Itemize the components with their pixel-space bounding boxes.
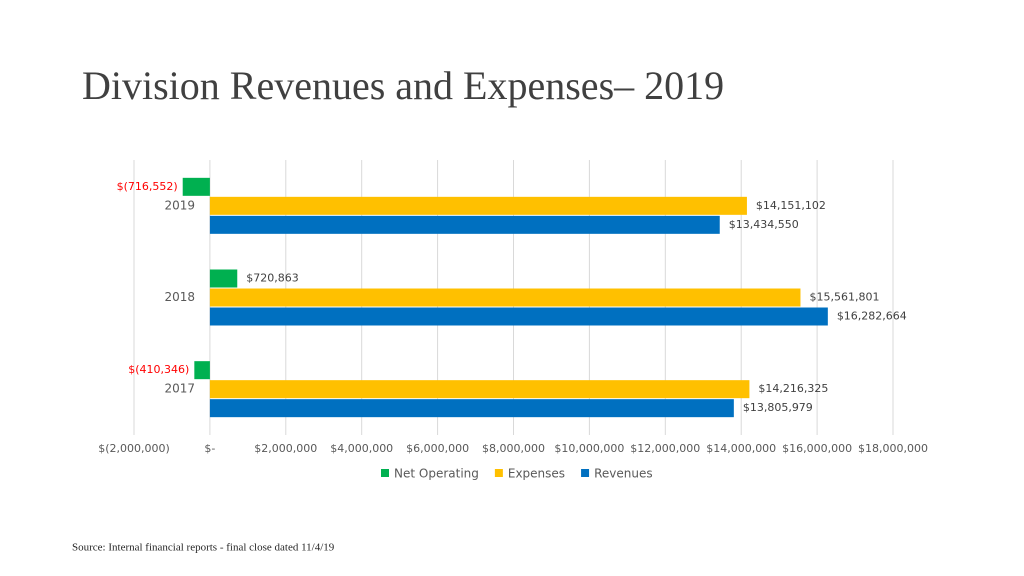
bar bbox=[209, 399, 734, 418]
legend-label: Revenues bbox=[594, 467, 653, 481]
value-label: $15,561,801 bbox=[809, 291, 879, 304]
x-tick-label: $- bbox=[204, 442, 215, 455]
legend-swatch bbox=[494, 469, 503, 477]
slide-title: Division Revenues and Expenses– 2019 bbox=[82, 63, 724, 108]
value-label: $720,863 bbox=[246, 272, 299, 285]
legend-swatch bbox=[381, 469, 389, 477]
x-tick-label: $(2,000,000) bbox=[98, 442, 170, 455]
x-tick-label: $8,000,000 bbox=[482, 442, 545, 455]
legend-swatch bbox=[581, 469, 590, 477]
x-tick-label: $6,000,000 bbox=[406, 442, 469, 455]
bar bbox=[182, 177, 210, 196]
x-tick-label: $12,000,000 bbox=[630, 442, 700, 455]
x-tick-label: $4,000,000 bbox=[330, 442, 393, 455]
bar bbox=[209, 307, 828, 326]
y-tick-label: 2018 bbox=[164, 290, 195, 304]
y-tick-label: 2019 bbox=[164, 198, 195, 212]
source-note: Source: Internal financial reports - fin… bbox=[72, 542, 335, 554]
x-tick-label: $16,000,000 bbox=[782, 442, 852, 455]
value-label: $13,805,979 bbox=[743, 401, 813, 414]
value-label: $13,434,550 bbox=[729, 218, 799, 231]
x-tick-label: $14,000,000 bbox=[706, 442, 776, 455]
value-label: $14,216,325 bbox=[758, 382, 828, 395]
bar bbox=[209, 215, 720, 234]
x-tick-label: $18,000,000 bbox=[858, 442, 928, 455]
value-label: $14,151,102 bbox=[756, 199, 826, 212]
bar bbox=[209, 269, 238, 288]
x-tick-label: $2,000,000 bbox=[254, 442, 317, 455]
value-label: $(410,346) bbox=[128, 363, 189, 376]
legend-label: Expenses bbox=[508, 467, 565, 481]
value-label: $16,282,664 bbox=[837, 310, 907, 323]
bar bbox=[209, 196, 747, 215]
y-tick-label: 2017 bbox=[164, 382, 195, 396]
legend-label: Net Operating bbox=[394, 467, 479, 481]
value-label: $(716,552) bbox=[117, 180, 178, 193]
bar bbox=[209, 380, 750, 399]
bar bbox=[194, 361, 210, 380]
x-tick-label: $10,000,000 bbox=[554, 442, 624, 455]
bar bbox=[209, 288, 801, 307]
